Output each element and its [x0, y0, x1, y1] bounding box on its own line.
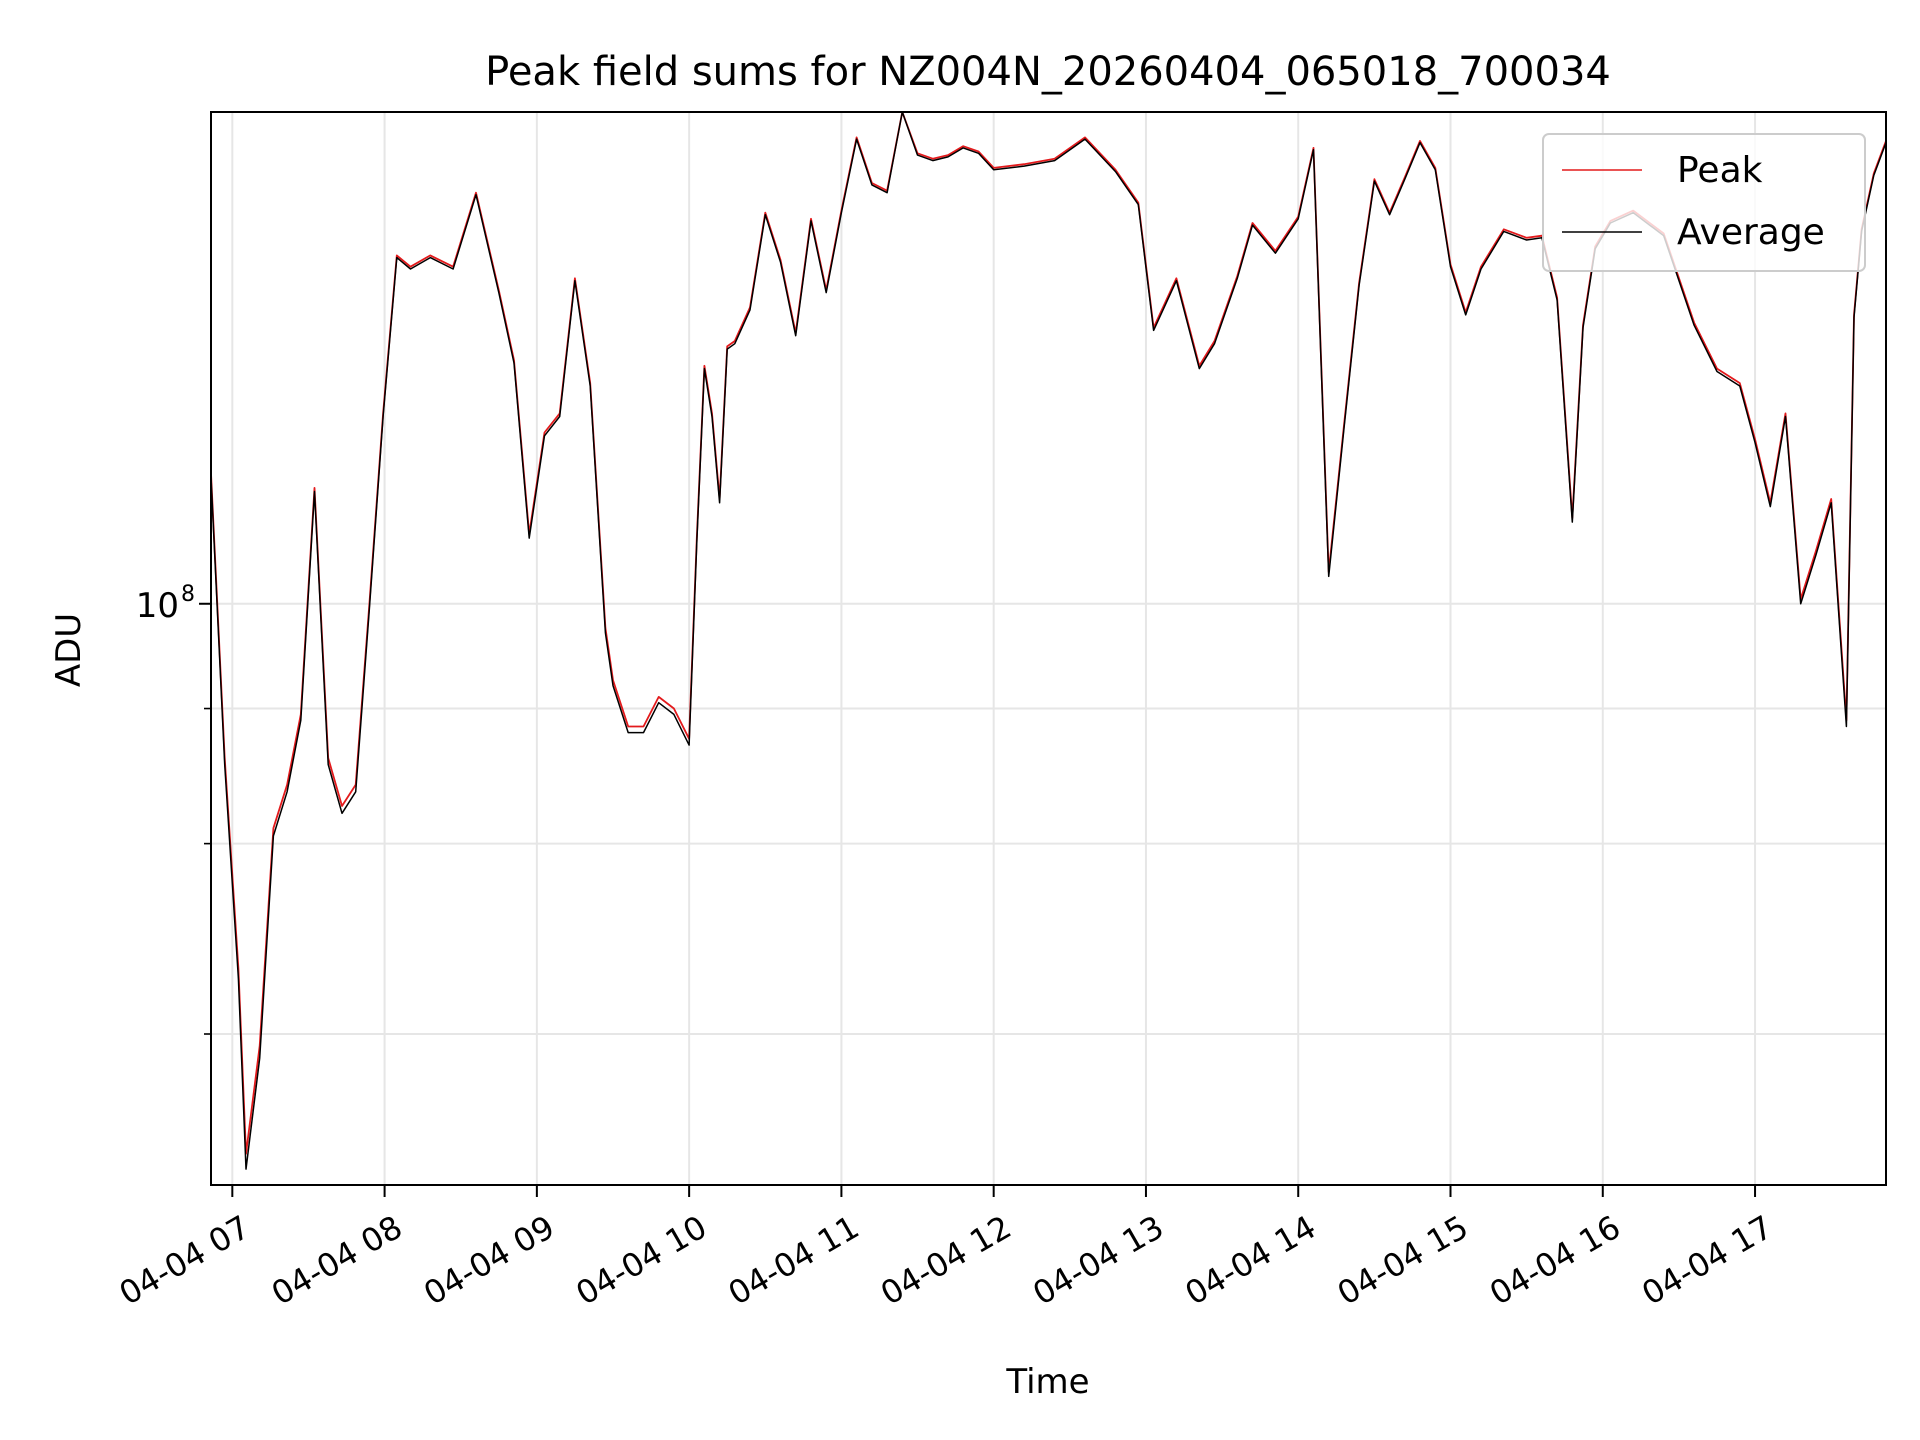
legend-label-peak: Peak [1677, 150, 1763, 191]
y-axis-label: ADU [49, 613, 89, 687]
series-lines [210, 111, 1887, 1170]
chart-title: Peak field sums for NZ004N_20260404_0650… [485, 49, 1611, 95]
grid-lines [211, 112, 1886, 1185]
y-tick-label: 10 [136, 586, 179, 626]
legend-box [1542, 133, 1866, 272]
series-line-average [210, 111, 1887, 1170]
legend-label-average: Average [1677, 212, 1825, 253]
x-axis-label: Time [1005, 1362, 1089, 1402]
axes-frame [210, 111, 1887, 1186]
y-tick-exponent: 8 [181, 582, 195, 607]
legend: Peak Average [1542, 133, 1866, 272]
